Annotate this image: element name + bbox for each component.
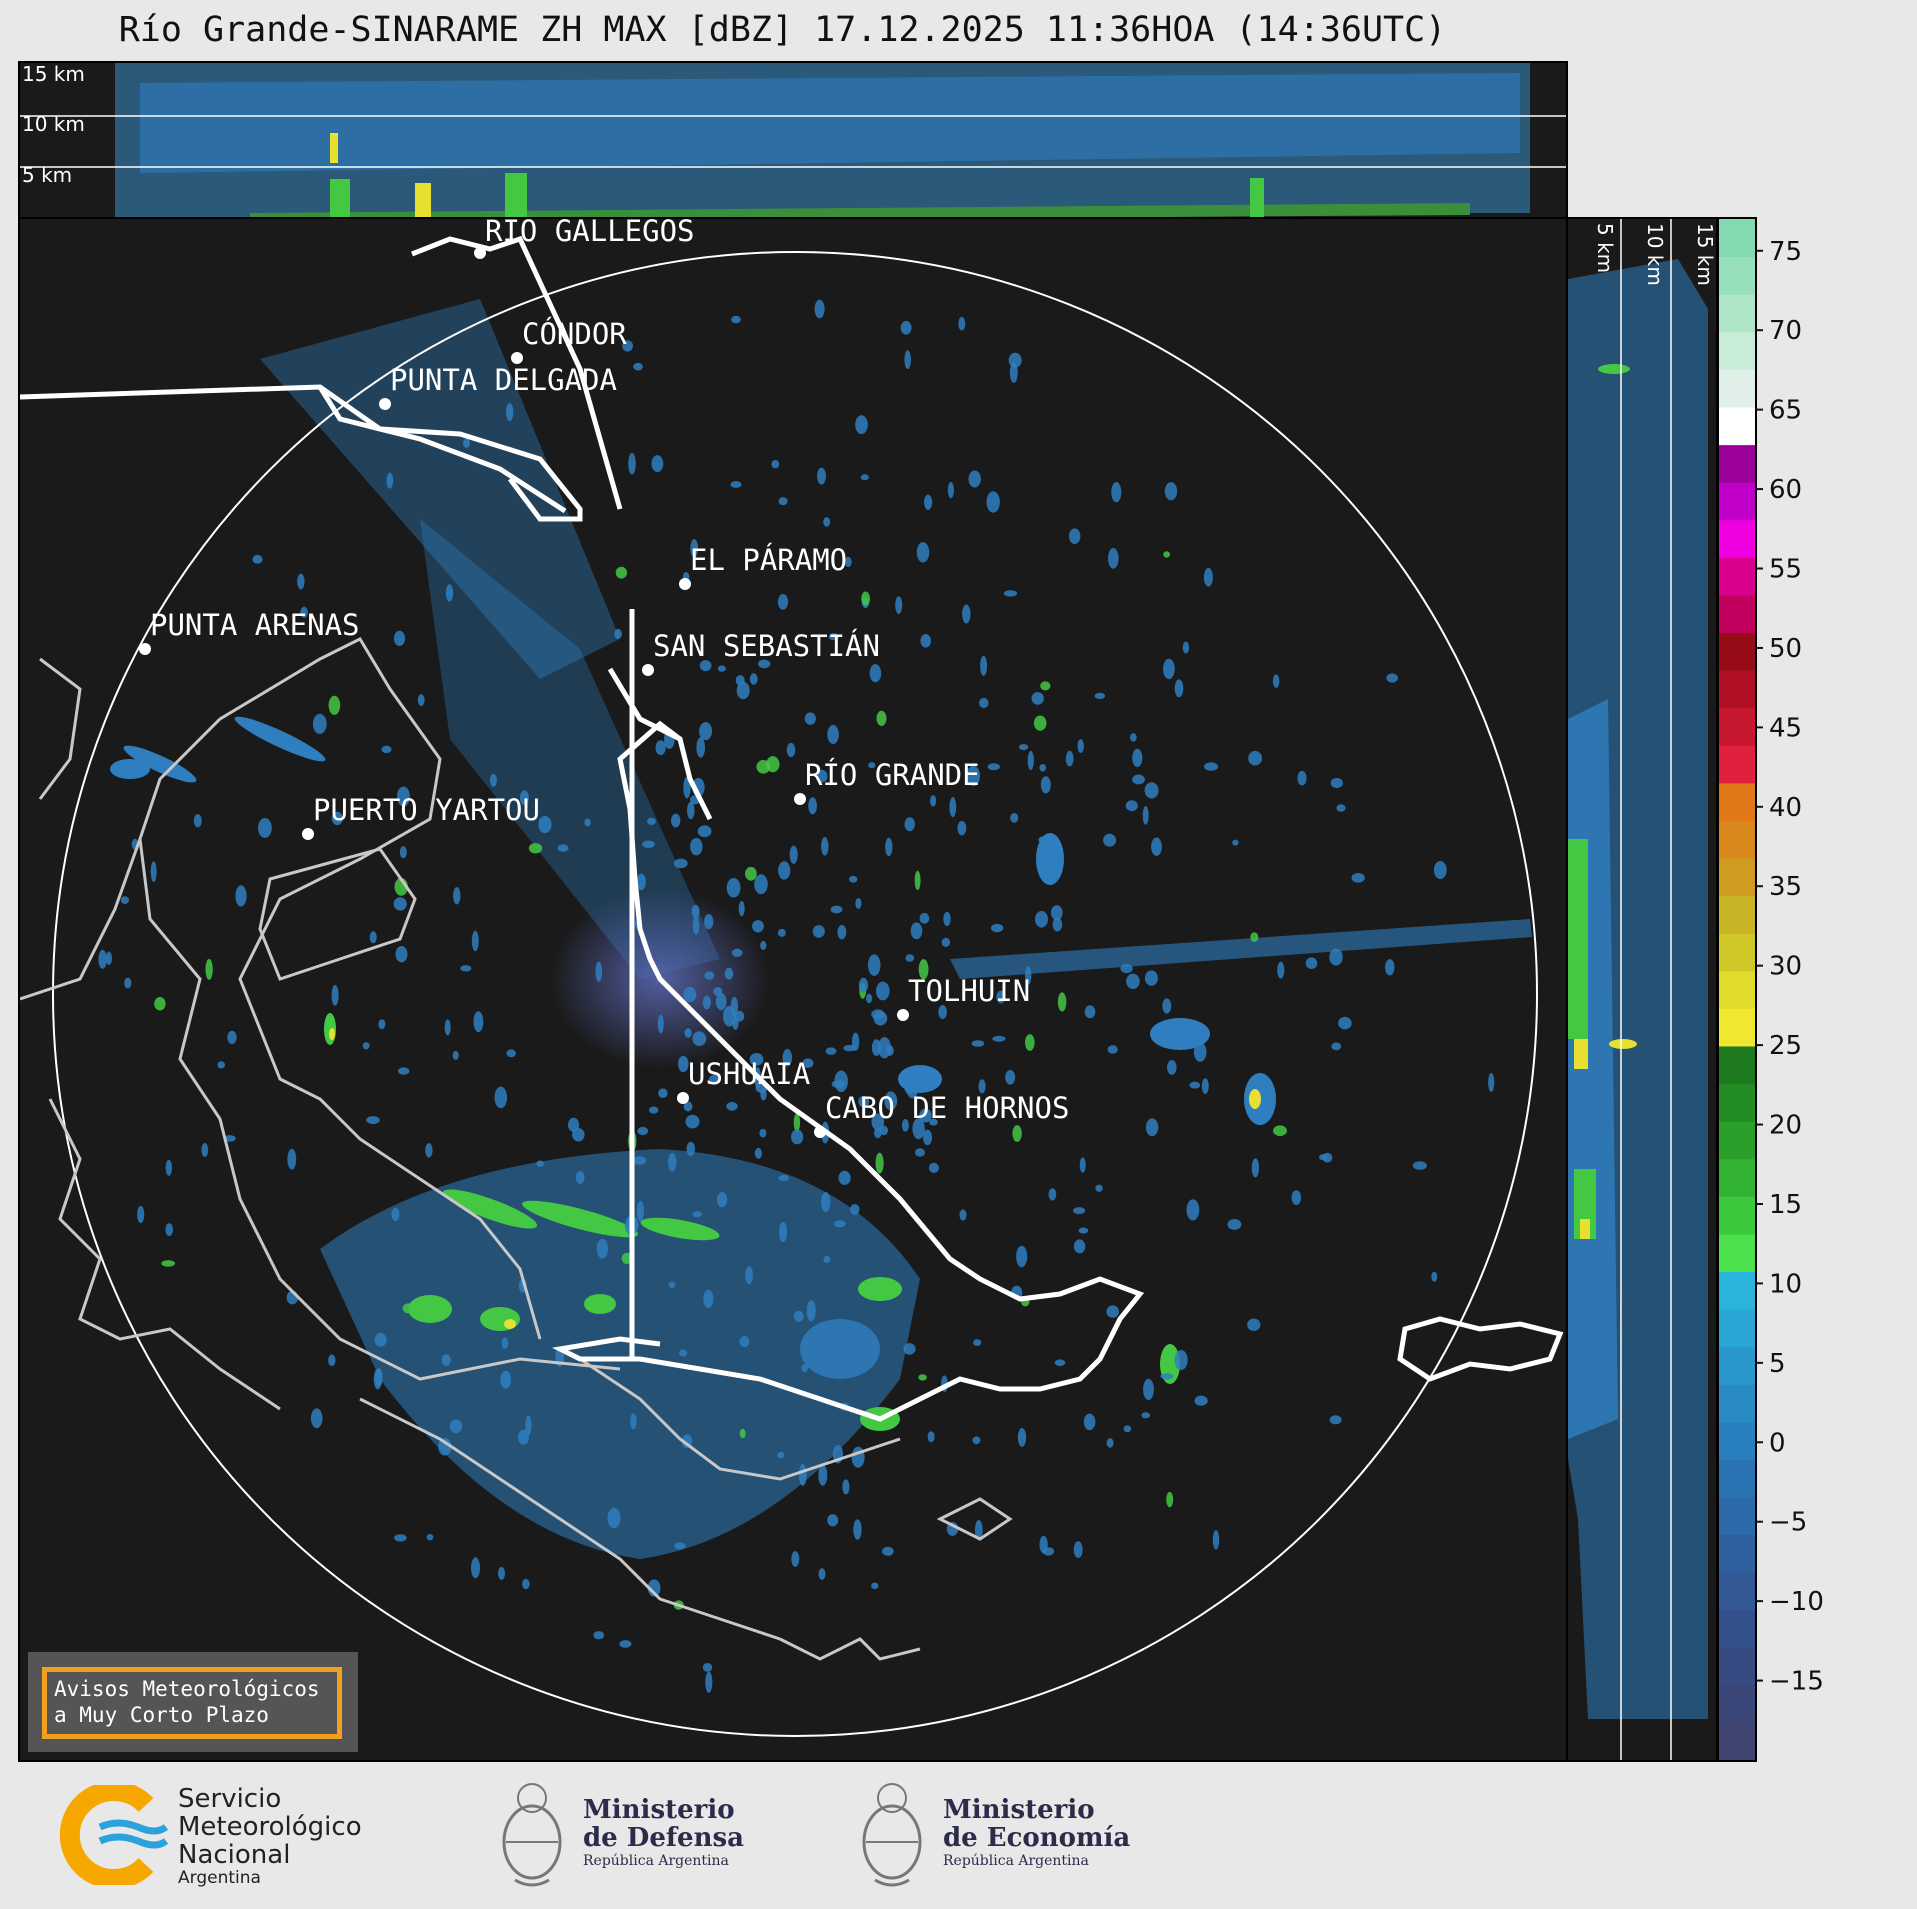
economia-logo: Ministerio de Economía República Argenti… xyxy=(855,1772,1135,1892)
notice-line-2: a Muy Corto Plazo xyxy=(54,1703,269,1727)
city-label: CABO DE HORNOS xyxy=(825,1091,1069,1125)
city-marker xyxy=(379,398,391,410)
colorbar-tick-label: 70 xyxy=(1769,316,1802,346)
city-marker xyxy=(897,1009,909,1021)
city-marker xyxy=(139,643,151,655)
side-height-profile: 5 km 10 km 15 km xyxy=(1566,217,1718,1762)
side-label-5km: 5 km xyxy=(1593,223,1617,273)
economia-line1: Ministerio xyxy=(943,1795,1095,1825)
radar-map: RÍO GALLEGOS CÓNDOR PUNTA DELGADA PUNTA ARE… xyxy=(18,217,1568,1762)
city-marker xyxy=(677,1092,689,1104)
colorbar-tick-label: 50 xyxy=(1769,634,1802,664)
smn-line2: Meteorológico xyxy=(178,1812,362,1842)
notice-line-1: Avisos Meteorológicos xyxy=(54,1677,320,1701)
height-label-5km: 5 km xyxy=(22,163,72,187)
defensa-line2: de Defensa xyxy=(583,1823,744,1853)
colorbar-tick-label: 65 xyxy=(1769,396,1802,426)
colorbar-tick-label: 15 xyxy=(1769,1190,1802,1220)
defensa-line1: Ministerio xyxy=(583,1795,735,1825)
smn-line3: Nacional xyxy=(178,1840,291,1870)
economia-line2: de Economía xyxy=(943,1823,1131,1853)
colorbar-tick-label: 30 xyxy=(1769,952,1802,982)
colorbar-tick-label: 45 xyxy=(1769,713,1802,743)
city-label: PUNTA DELGADA xyxy=(390,363,617,397)
colorbar-tick-label: 35 xyxy=(1769,872,1802,902)
colorbar-ticks: 75 70 65 60 55 50 45 40 35 30 25 20 15 10 5 0 −5 −10 −15 xyxy=(1755,217,1875,1762)
colorbar-tick-label: 40 xyxy=(1769,793,1802,823)
colorbar-tick-label: 5 xyxy=(1769,1349,1786,1379)
coastlines xyxy=(20,637,1013,1661)
boundaries xyxy=(20,235,1564,1422)
smn-logo: Servicio Meteorológico Nacional Argentin… xyxy=(58,1784,398,1888)
colorbar-tick-label: −15 xyxy=(1769,1667,1824,1697)
chart-title: Río Grande-SINARAME ZH MAX [dBZ] 17.12.2… xyxy=(118,10,1447,50)
city-marker xyxy=(814,1126,826,1138)
city-marker xyxy=(511,352,523,364)
city-marker xyxy=(302,828,314,840)
city-label: SAN SEBASTIÁN xyxy=(653,629,880,663)
city-marker xyxy=(642,664,654,676)
colorbar-tick-label: −10 xyxy=(1769,1587,1824,1617)
escudo-icon xyxy=(502,1783,562,1887)
colorbar-tick-label: 25 xyxy=(1769,1031,1802,1061)
colorbar-tick-label: 60 xyxy=(1769,475,1802,505)
height-label-15km: 15 km xyxy=(22,63,85,86)
colorbar-tick-label: 75 xyxy=(1769,237,1802,267)
city-marker xyxy=(679,578,691,590)
escudo-icon xyxy=(862,1783,922,1887)
top-height-profile: 15 km 10 km 5 km xyxy=(18,61,1568,219)
side-label-15km: 15 km xyxy=(1693,223,1716,286)
city-marker xyxy=(794,793,806,805)
colorbar-tick-label: 55 xyxy=(1769,555,1802,585)
defensa-logo: Ministerio de Defensa República Argentin… xyxy=(495,1772,755,1892)
economia-line3: República Argentina xyxy=(943,1853,1089,1869)
city-marker xyxy=(474,247,486,259)
colorbar xyxy=(1717,217,1757,1762)
city-label: TOLHUIN xyxy=(908,974,1030,1008)
city-label: CÓNDOR xyxy=(522,317,627,351)
colorbar-tick-label: 10 xyxy=(1769,1269,1802,1299)
city-label: PUERTO YARTOU xyxy=(313,793,540,827)
city-label: RÍO GRANDE xyxy=(805,758,980,792)
city-label: EL PÁRAMO xyxy=(690,543,847,577)
smn-line4: Argentina xyxy=(178,1868,261,1888)
defensa-line3: República Argentina xyxy=(583,1853,729,1869)
colorbar-tick-label: 0 xyxy=(1769,1428,1786,1458)
height-label-10km: 10 km xyxy=(22,112,85,136)
range-ring xyxy=(52,251,1538,1737)
colorbar-tick-label: 20 xyxy=(1769,1111,1802,1141)
city-label: PUNTA ARENAS xyxy=(150,608,360,642)
side-label-10km: 10 km xyxy=(1643,223,1667,286)
city-label: RÍO GALLEGOS xyxy=(485,219,695,248)
radar-echoes xyxy=(110,299,1532,1559)
notice-box: Avisos Meteorológicos a Muy Corto Plazo xyxy=(28,1652,358,1752)
city-label: USHUAIA xyxy=(688,1057,810,1091)
smn-line1: Servicio xyxy=(178,1784,282,1814)
colorbar-tick-label: −5 xyxy=(1769,1508,1807,1538)
